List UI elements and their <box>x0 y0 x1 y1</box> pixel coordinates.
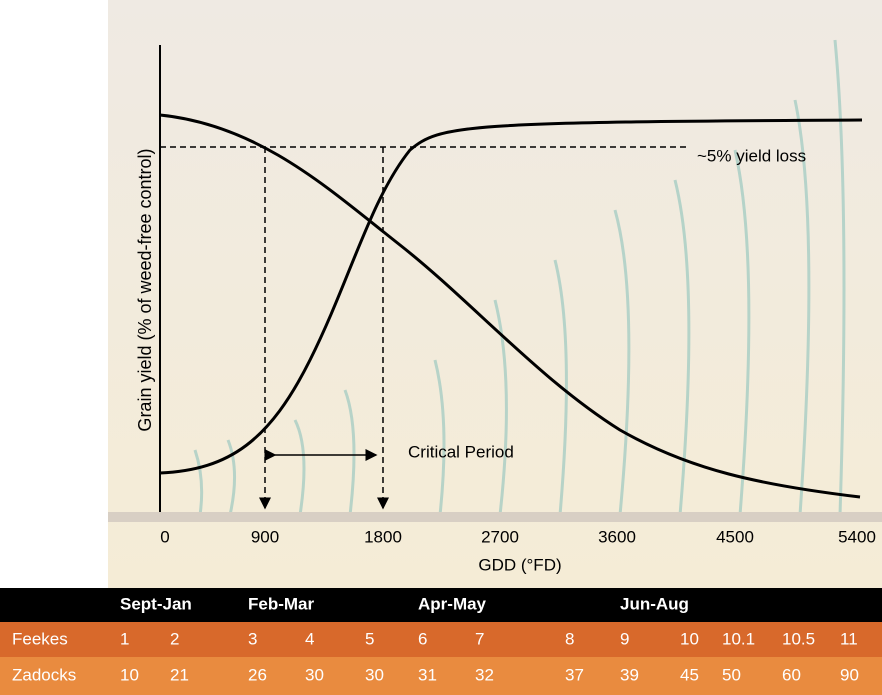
x-tick-label: 5400 <box>838 527 876 546</box>
stage-value: 21 <box>170 665 189 684</box>
stage-value: 5 <box>365 629 374 648</box>
row-label: Feekes <box>12 629 68 648</box>
yield-loss-label: ~5% yield loss <box>697 146 806 165</box>
weed-free-curve <box>159 118 863 475</box>
stage-value: 11 <box>840 629 858 648</box>
stage-value: 4 <box>305 629 314 648</box>
stage-value: 26 <box>248 665 267 684</box>
stage-value: 9 <box>620 629 629 648</box>
period-header: Jun-Aug <box>620 594 689 613</box>
x-axis-label: GDD (°FD) <box>478 555 561 574</box>
period-header: Apr-May <box>418 594 487 613</box>
stage-value: 10.1 <box>722 629 755 648</box>
plot-background <box>108 0 882 588</box>
yield-curve <box>159 113 861 499</box>
stage-value: 39 <box>620 665 639 684</box>
stage-value: 31 <box>418 665 437 684</box>
row-label: Zadocks <box>12 665 76 684</box>
stage-value: 3 <box>248 629 257 648</box>
x-tick-label: 900 <box>251 527 279 546</box>
stage-value: 50 <box>722 665 741 684</box>
stage-value: 7 <box>475 629 484 648</box>
period-header: Sept-Jan <box>120 594 192 613</box>
stage-value: 30 <box>305 665 324 684</box>
stage-value: 90 <box>840 665 859 684</box>
zadocks-row <box>0 657 882 695</box>
stage-value: 6 <box>418 629 427 648</box>
critical-period-label: Critical Period <box>408 442 514 461</box>
x-tick-label: 4500 <box>716 527 754 546</box>
stage-value: 2 <box>170 629 179 648</box>
x-tick-label: 2700 <box>481 527 519 546</box>
x-tick-label: 0 <box>160 527 169 546</box>
stage-value: 1 <box>120 629 129 648</box>
x-tick-label: 1800 <box>364 527 402 546</box>
period-header: Feb-Mar <box>248 594 315 613</box>
stage-value: 32 <box>475 665 494 684</box>
plant-illustration <box>193 39 846 516</box>
stage-value: 45 <box>680 665 699 684</box>
stage-value: 10 <box>680 629 699 648</box>
stage-value: 30 <box>365 665 384 684</box>
stage-value: 37 <box>565 665 584 684</box>
stage-value: 60 <box>782 665 801 684</box>
header-row <box>0 588 882 622</box>
stage-value: 10.5 <box>782 629 815 648</box>
stage-value: 10 <box>120 665 139 684</box>
stage-value: 8 <box>565 629 574 648</box>
feekes-row <box>0 622 882 657</box>
x-tick-label: 3600 <box>598 527 636 546</box>
ground <box>108 512 882 522</box>
y-axis-label: Grain yield (% of weed-free control) <box>135 148 155 431</box>
